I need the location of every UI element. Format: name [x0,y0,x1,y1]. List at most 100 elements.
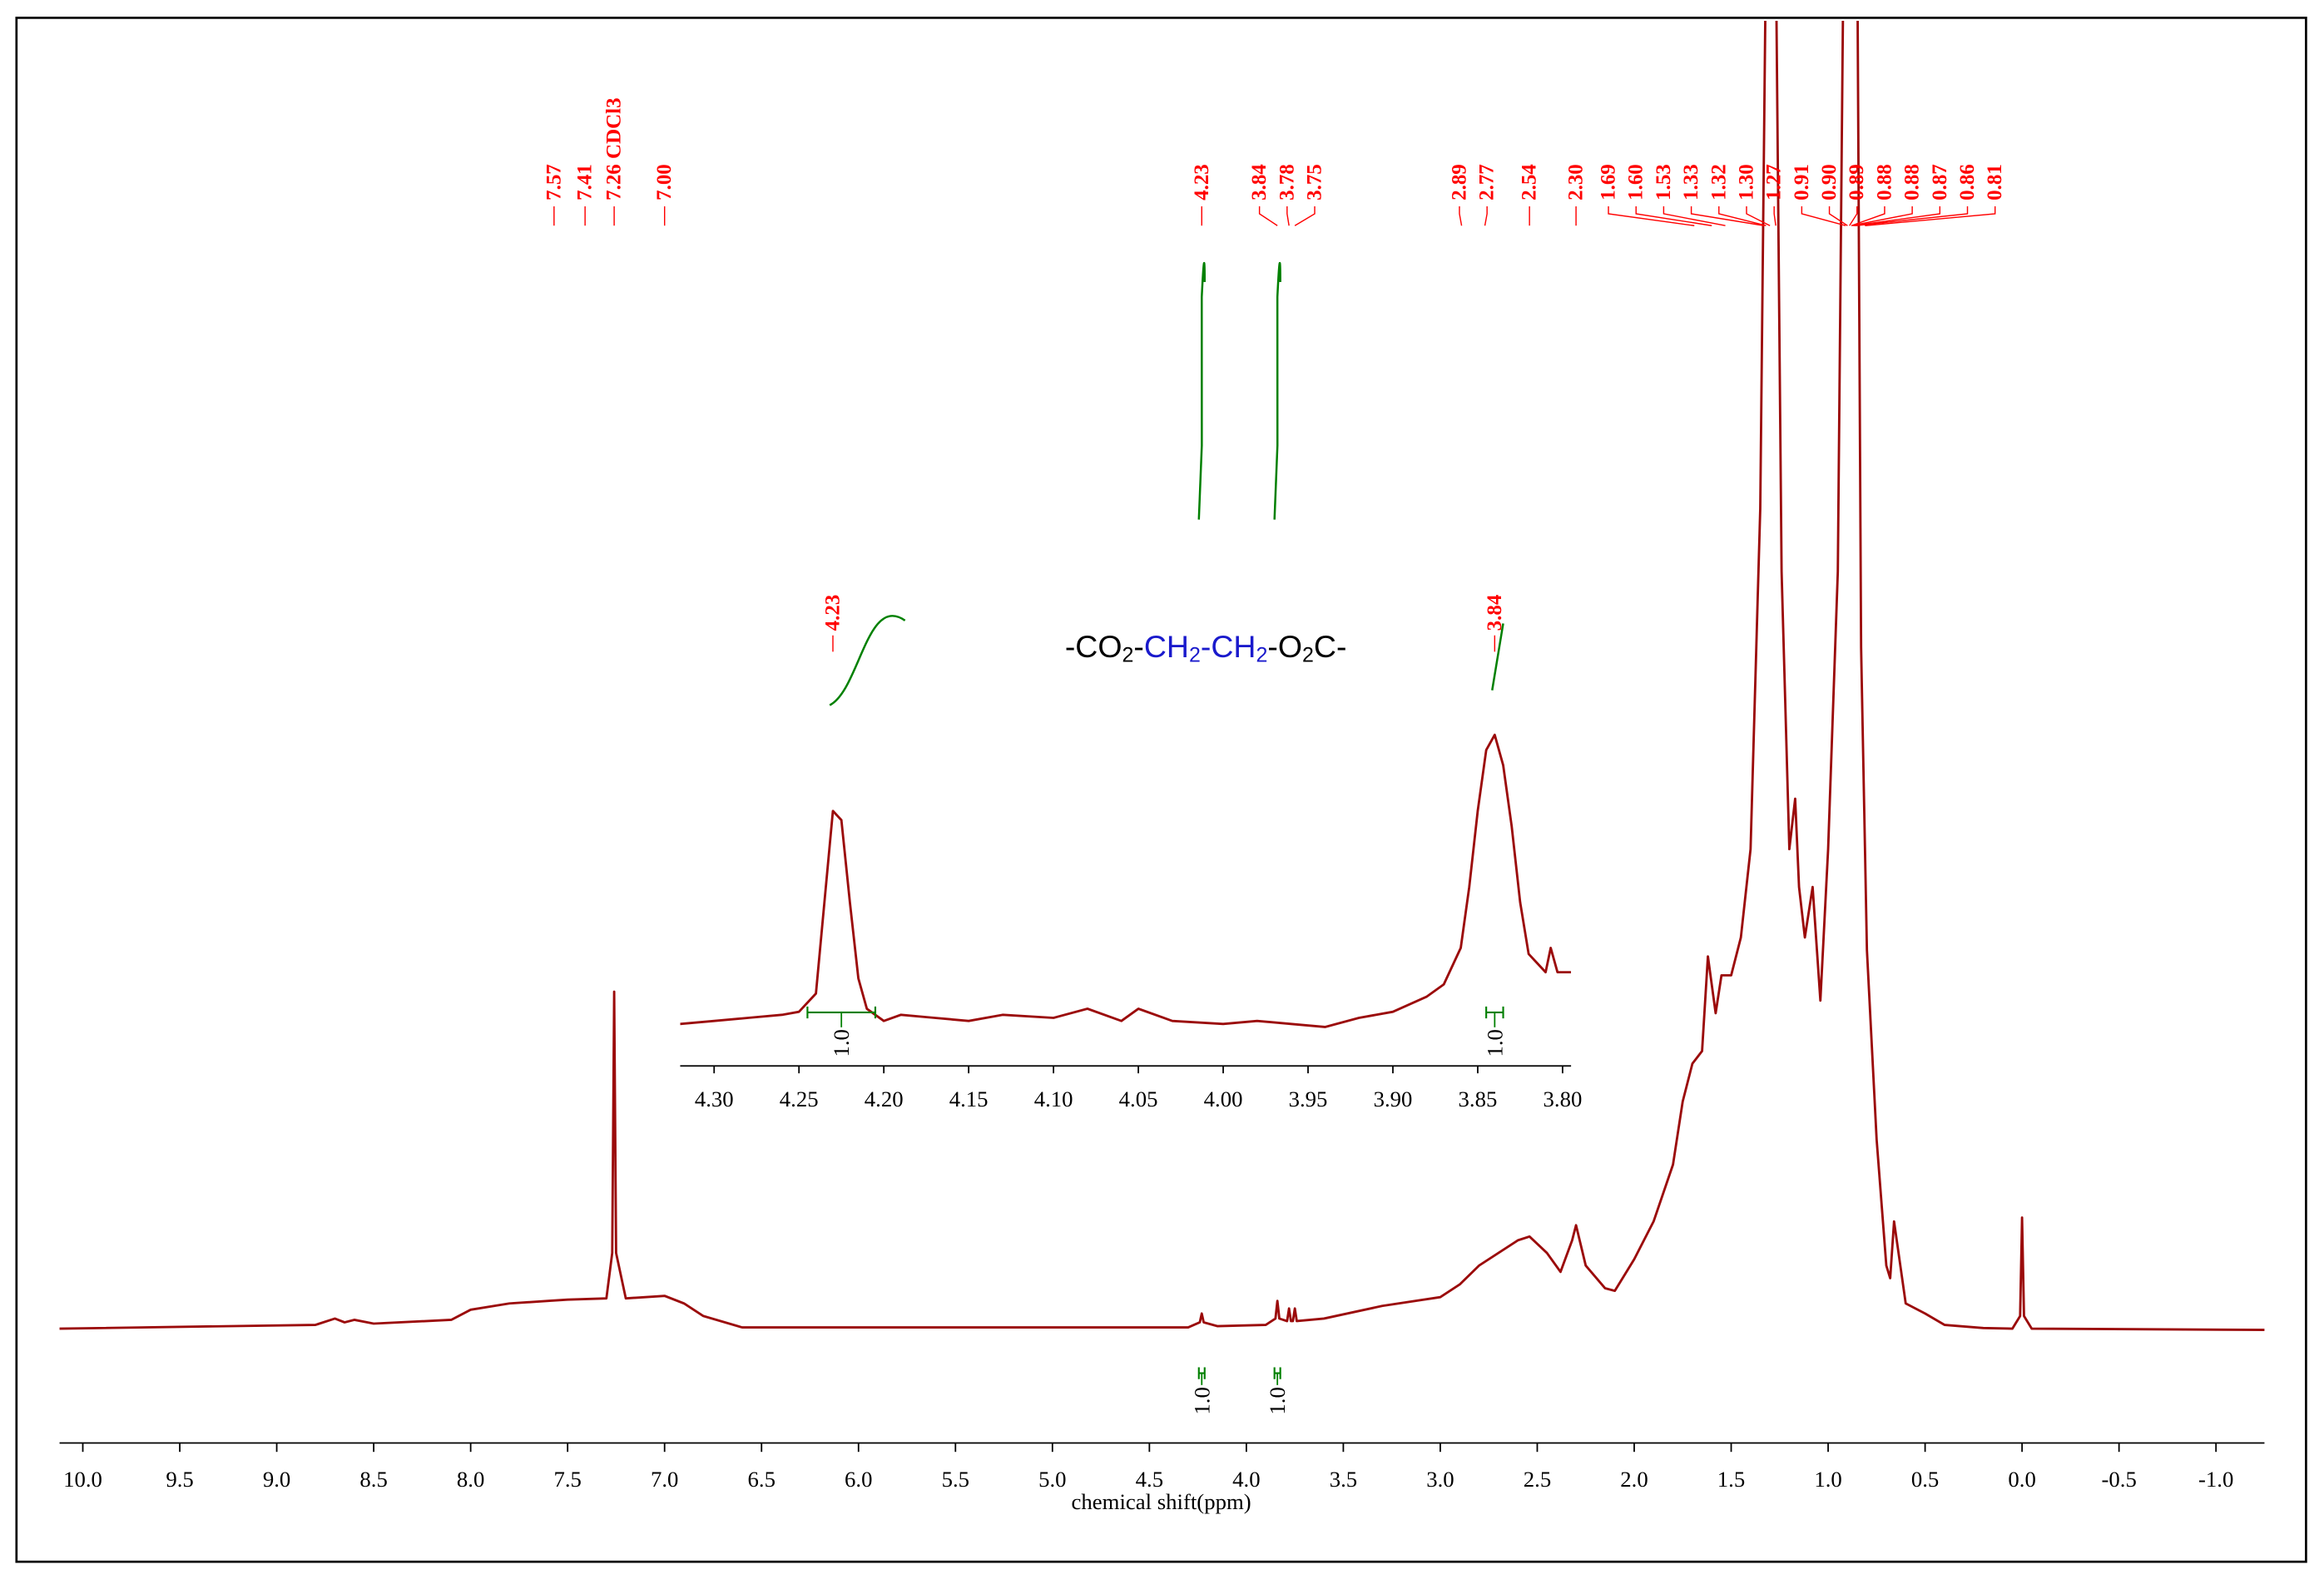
peak-label: 0.88 [1873,164,1895,200]
peak-label: 1.32 [1707,164,1730,200]
structure-part: CH [1144,629,1189,664]
peak-label: 1.33 [1680,164,1702,200]
x-tick-label: 9.5 [166,1467,193,1492]
peak-label: 0.86 [1956,164,1979,200]
peak-connector [1662,206,1726,226]
x-tick-label: 4.00 [1204,1087,1243,1111]
peak-label: 2.54 [1519,164,1541,200]
peak-connector [1851,206,1885,226]
x-tick-label: 7.5 [553,1467,581,1492]
x-tick-label: 4.0 [1232,1467,1260,1492]
peak-label: 0.88 [1901,164,1924,200]
x-tick-label: 4.10 [1034,1087,1073,1111]
peak-connector [1286,206,1290,226]
peak-label: 2.77 [1476,164,1499,200]
x-tick-label: 2.5 [1524,1467,1551,1492]
peak-label: 0.91 [1791,164,1813,200]
structure: -CO2-CH2-CH2-O2C- [1065,629,1347,667]
peak-label: 0.87 [1929,164,1951,200]
structure-part: 2 [1122,643,1134,666]
x-tick-label: 3.85 [1459,1087,1498,1111]
x-tick-label: 9.0 [263,1467,290,1492]
integral-curve [1197,261,1207,520]
peak-label: 7.41 [574,164,597,200]
peak-connector [1849,206,1858,226]
peak-label: 3.78 [1276,164,1298,200]
x-tick-label: 3.0 [1426,1467,1454,1492]
peak-connector [1855,206,1969,226]
peak-connector [1635,206,1712,226]
x-tick-label: 8.0 [457,1467,484,1492]
x-tick-label: 8.5 [359,1467,387,1492]
peak-label: 1.69 [1598,164,1620,200]
x-tick-label: 4.5 [1136,1467,1163,1492]
peak-label: 2.30 [1565,164,1588,200]
x-tick-label: 3.5 [1330,1467,1357,1492]
integral-curve [829,615,906,706]
x-tick-label: 3.90 [1374,1087,1413,1111]
peak-connector [1865,206,1996,226]
x-tick-label: 5.5 [942,1467,969,1492]
peak-connector [1484,206,1488,226]
structure-part: 2 [1189,643,1201,666]
peak-connector [1690,206,1765,226]
peak-label: 2.89 [1448,164,1470,200]
x-tick-label: 0.0 [2008,1467,2035,1492]
x-tick-label: 6.5 [748,1467,775,1492]
peak-label: 3.84 [1248,164,1271,200]
structure-part: -O [1267,629,1302,664]
peak-label: 1.60 [1625,164,1648,200]
peak-connector [1258,206,1278,226]
x-tick-label: 7.0 [651,1467,678,1492]
structure-part: - [1201,629,1211,664]
x-tick-label: 4.15 [949,1087,989,1111]
peak-connector [1801,206,1846,226]
peak-label: 1.27 [1763,164,1786,200]
spectrum-line [680,733,1572,1028]
peak-label: 0.89 [1846,164,1868,200]
x-tick-label: 2.0 [1620,1467,1648,1492]
peak-label: 1.30 [1735,164,1757,200]
peak-connector [1294,206,1316,226]
structure-part: C- [1314,629,1347,664]
peak-label: 4.23 [821,595,844,631]
x-tick-label: 1.5 [1717,1467,1745,1492]
x-tick-label: 0.5 [1911,1467,1939,1492]
x-tick-label: 1.0 [1814,1467,1841,1492]
peak-label: 0.81 [1984,164,2006,200]
peak-connector [1853,206,1941,226]
peak-label: 7.26 CDCl3 [603,97,626,200]
structure-part: - [1133,629,1143,664]
x-tick-label: 4.20 [865,1087,904,1111]
frame [15,17,2307,1563]
x-tick-label: 4.30 [695,1087,734,1111]
x-tick-label: 5.0 [1038,1467,1066,1492]
peak-label: 4.23 [1191,164,1213,200]
peak-connector [1746,206,1771,226]
x-tick-label: 3.80 [1544,1087,1583,1111]
peak-label: 0.90 [1818,164,1841,200]
peak-connector [1718,206,1767,226]
peak-connector [1851,206,1913,226]
peak-label: 3.75 [1304,164,1326,200]
integral-curve [1273,261,1281,520]
integral-label: 1.0 [1265,1387,1290,1414]
integral-curve [1491,623,1504,691]
peak-connector [1459,206,1463,226]
x-tick-label: -0.5 [2101,1467,2136,1492]
peak-label: 1.53 [1653,164,1675,200]
integral-label: 1.0 [1189,1387,1214,1414]
structure-part: 2 [1256,643,1268,666]
integral-label: 1.0 [1482,1029,1507,1057]
peak-connector [1608,206,1695,226]
x-tick-label: 10.0 [63,1467,102,1492]
structure-part: CH [1211,629,1256,664]
peak-label: 7.00 [653,164,676,200]
peak-label: 7.57 [543,164,565,200]
structure-part: 2 [1302,643,1314,666]
x-axis-label: chemical shift(ppm) [1072,1489,1251,1514]
x-tick-label: 3.95 [1289,1087,1328,1111]
x-tick-label: 4.25 [780,1087,819,1111]
